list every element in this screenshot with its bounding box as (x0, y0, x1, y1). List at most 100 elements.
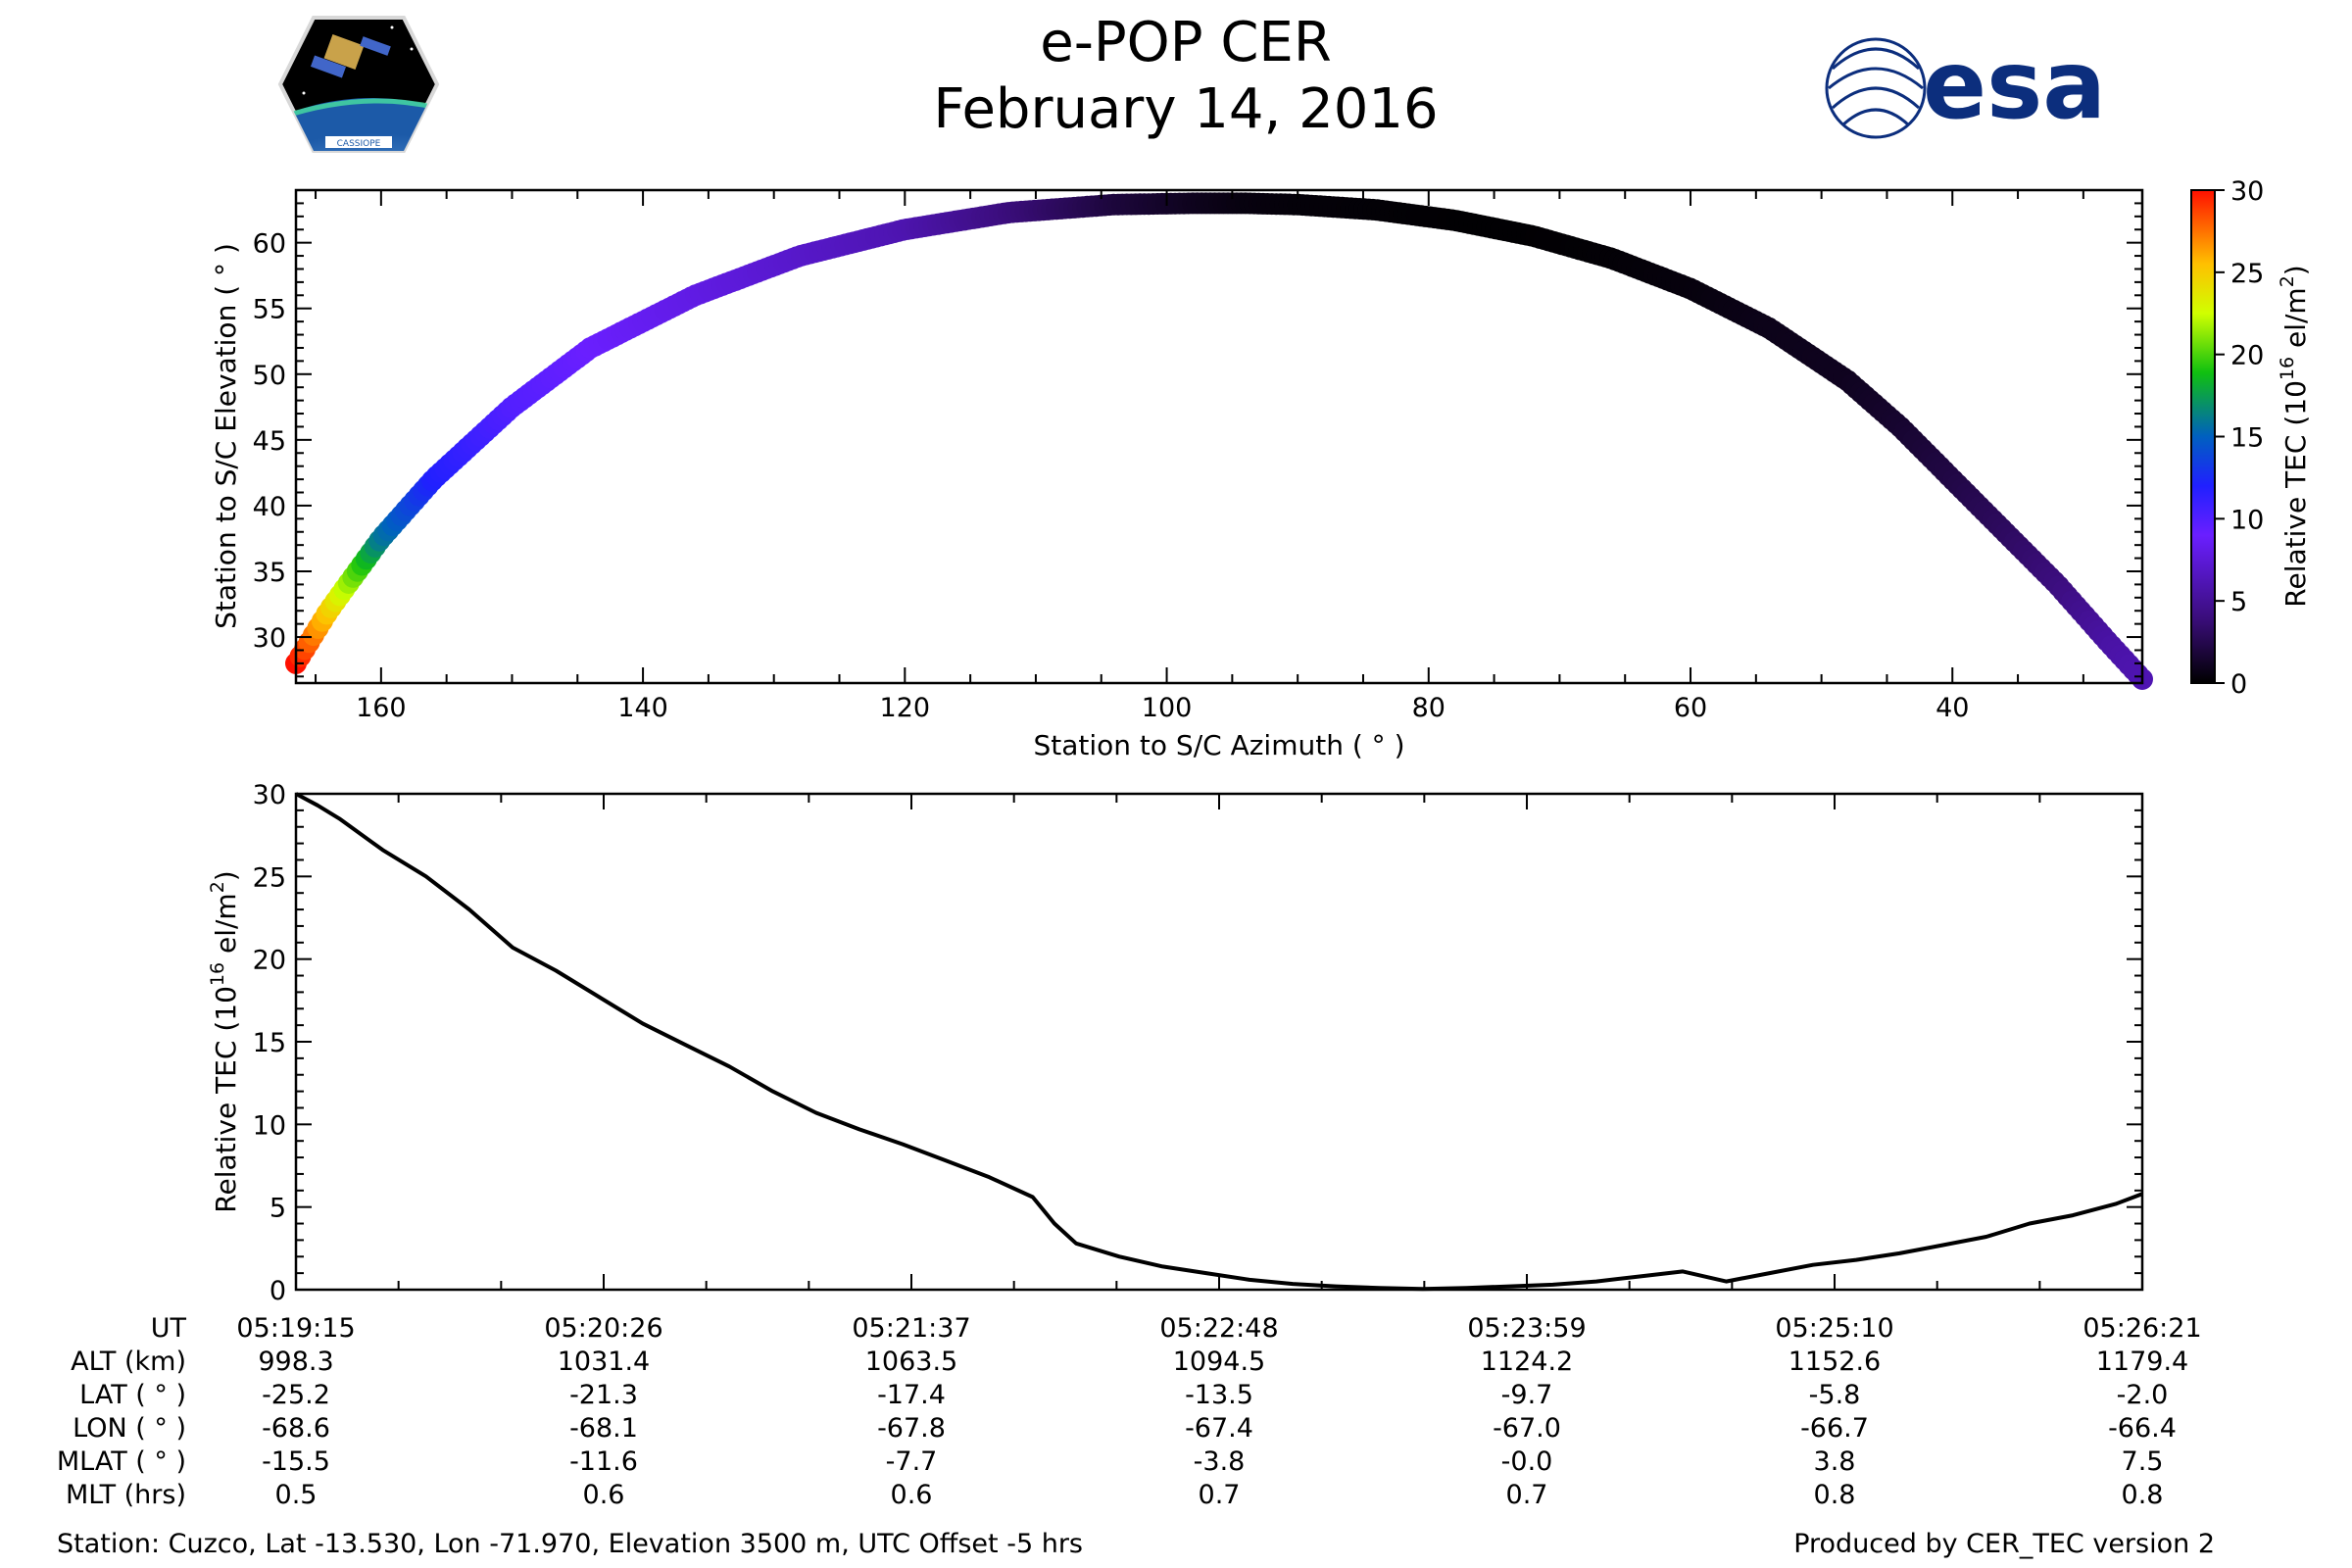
x-tick-label: 40 (1936, 693, 1969, 723)
y-tick-label: 55 (253, 295, 286, 325)
table-cell: -25.2 (262, 1380, 330, 1410)
plot1-y-axis: 30 35 40 45 50 55 60 (253, 202, 2142, 678)
plot1-x-axis-label: Station to S/C Azimuth ( ° ) (1033, 729, 1404, 761)
plot2-x-axis (295, 794, 2041, 1290)
table-cell: -68.6 (262, 1413, 330, 1444)
plot2-y-axis-label: Relative TEC (1016 el/m2) (207, 870, 242, 1212)
table-row-label: LON ( ° ) (73, 1413, 186, 1444)
table-cell: -3.8 (1194, 1446, 1246, 1477)
colorbar-tick-label: 10 (2230, 505, 2264, 535)
y-tick-label: 5 (270, 1194, 286, 1224)
colorbar-label: Relative TEC (1016 el/m2) (2277, 265, 2312, 607)
table-cell: 1094.5 (1173, 1347, 1265, 1377)
table-cell: -7.7 (886, 1446, 938, 1477)
y-tick-label: 60 (253, 229, 286, 260)
table-cell: 0.6 (583, 1480, 625, 1510)
x-tick-label: 120 (880, 693, 931, 723)
table-cell: 1124.2 (1481, 1347, 1573, 1377)
plot2-frame (294, 792, 2144, 1292)
x-tick-label: 60 (1674, 693, 1707, 723)
plot1-x-axis: 160 140 120 100 80 60 40 (315, 190, 2084, 723)
table-cell: 0.7 (1199, 1480, 1241, 1510)
x-tick-label: 100 (1142, 693, 1193, 723)
chart-subtitle-date: February 14, 2016 (933, 77, 1438, 141)
table-cell: 05:25:10 (1775, 1313, 1893, 1344)
table-cell: 3.8 (1814, 1446, 1856, 1477)
colorbar-tick-label: 20 (2230, 341, 2264, 371)
table-cell: 05:26:21 (2082, 1313, 2201, 1344)
table-cell: 0.8 (2122, 1480, 2164, 1510)
table-cell: 0.6 (891, 1480, 933, 1510)
tec-time-series-plot: 0 5 10 15 20 25 30 Relative TEC (1016 el/m2) (207, 780, 2144, 1306)
table-cell: -9.7 (1501, 1380, 1553, 1410)
y-tick-label: 50 (253, 361, 286, 391)
table-row-label: MLT (hrs) (66, 1480, 186, 1510)
tec-colorbar: 0 5 10 15 20 25 30 Relative TEC (1016 el/m2) (2190, 176, 2312, 700)
table-cell: 1179.4 (2096, 1347, 2188, 1377)
table-cell: 0.7 (1506, 1480, 1548, 1510)
colorbar-tick-label: 15 (2230, 423, 2264, 454)
y-tick-label: 45 (253, 426, 286, 457)
x-tick-label: 80 (1412, 693, 1446, 723)
colorbar-tick-label: 30 (2230, 176, 2264, 207)
tec-line (295, 792, 2143, 1292)
y-tick-label: 35 (253, 558, 286, 588)
table-row-label: ALT (km) (71, 1347, 186, 1377)
colorbar-tick-label: 5 (2230, 587, 2247, 617)
table-cell: -2.0 (2117, 1380, 2169, 1410)
table-cell: 1063.5 (865, 1347, 957, 1377)
table-row-label: MLAT ( ° ) (57, 1446, 186, 1477)
table-cell: -68.1 (569, 1413, 638, 1444)
colorbar-tick-label: 0 (2230, 669, 2247, 700)
y-tick-label: 20 (253, 946, 286, 976)
colorbar-ticks: 0 5 10 15 20 25 30 (2215, 176, 2264, 700)
table-cell: -67.0 (1493, 1413, 1561, 1444)
y-tick-label: 30 (253, 780, 286, 810)
table-cell: -21.3 (569, 1380, 638, 1410)
table-cell: -66.4 (2108, 1413, 2177, 1444)
plot1-y-axis-label: Station to S/C Elevation ( ° ) (210, 243, 242, 629)
plot2-y-axis: 0 5 10 15 20 25 30 (253, 780, 2142, 1306)
y-tick-label: 10 (253, 1110, 286, 1141)
y-tick-label: 30 (253, 623, 286, 654)
table-cell: -67.4 (1185, 1413, 1253, 1444)
y-tick-label: 25 (253, 862, 286, 893)
table-cell: 7.5 (2122, 1446, 2164, 1477)
table-cell: 05:20:26 (544, 1313, 662, 1344)
colorbar-gradient (2190, 189, 2216, 684)
table-cell: -17.4 (877, 1380, 946, 1410)
table-cell: 1031.4 (558, 1347, 650, 1377)
table-cell: 05:22:48 (1159, 1313, 1278, 1344)
table-cell: -15.5 (262, 1446, 330, 1477)
table-cell: -11.6 (569, 1446, 638, 1477)
elevation-azimuth-plot: 160 140 120 100 80 60 40 30 35 40 45 50 55 60 Statio… (210, 188, 2153, 761)
table-cell: 05:23:59 (1467, 1313, 1586, 1344)
table-cell: 05:19:15 (236, 1313, 355, 1344)
chart-title: e-POP CER (1040, 11, 1331, 74)
station-info: Station: Cuzco, Lat -13.530, Lon -71.970… (57, 1529, 1083, 1559)
table-cell: 0.5 (275, 1480, 318, 1510)
x-tick-label: 140 (617, 693, 668, 723)
table-row-label: LAT ( ° ) (79, 1380, 186, 1410)
table-row-label: UT (151, 1313, 187, 1344)
table-cell: -13.5 (1185, 1380, 1253, 1410)
esa-logo-text: esa (1923, 30, 2106, 140)
cassiope-logo-text: CASSIOPE (337, 139, 381, 149)
table-cell: 0.8 (1814, 1480, 1856, 1510)
produced-by: Produced by CER_TEC version 2 (1793, 1529, 2215, 1559)
table-cell: -67.8 (877, 1413, 946, 1444)
x-tick-label: 160 (356, 693, 407, 723)
tec-colored-track (285, 192, 2153, 690)
colorbar-tick-label: 25 (2230, 259, 2264, 289)
y-tick-label: 40 (253, 492, 286, 522)
y-tick-label: 15 (253, 1028, 286, 1058)
esa-logo-icon: esa (1825, 30, 2106, 140)
table-cell: -0.0 (1501, 1446, 1553, 1477)
table-cell: 998.3 (258, 1347, 333, 1377)
table-cell: -5.8 (1809, 1380, 1861, 1410)
table-cell: 1152.6 (1788, 1347, 1881, 1377)
table-cell: 05:21:37 (852, 1313, 970, 1344)
y-tick-label: 0 (270, 1276, 286, 1306)
